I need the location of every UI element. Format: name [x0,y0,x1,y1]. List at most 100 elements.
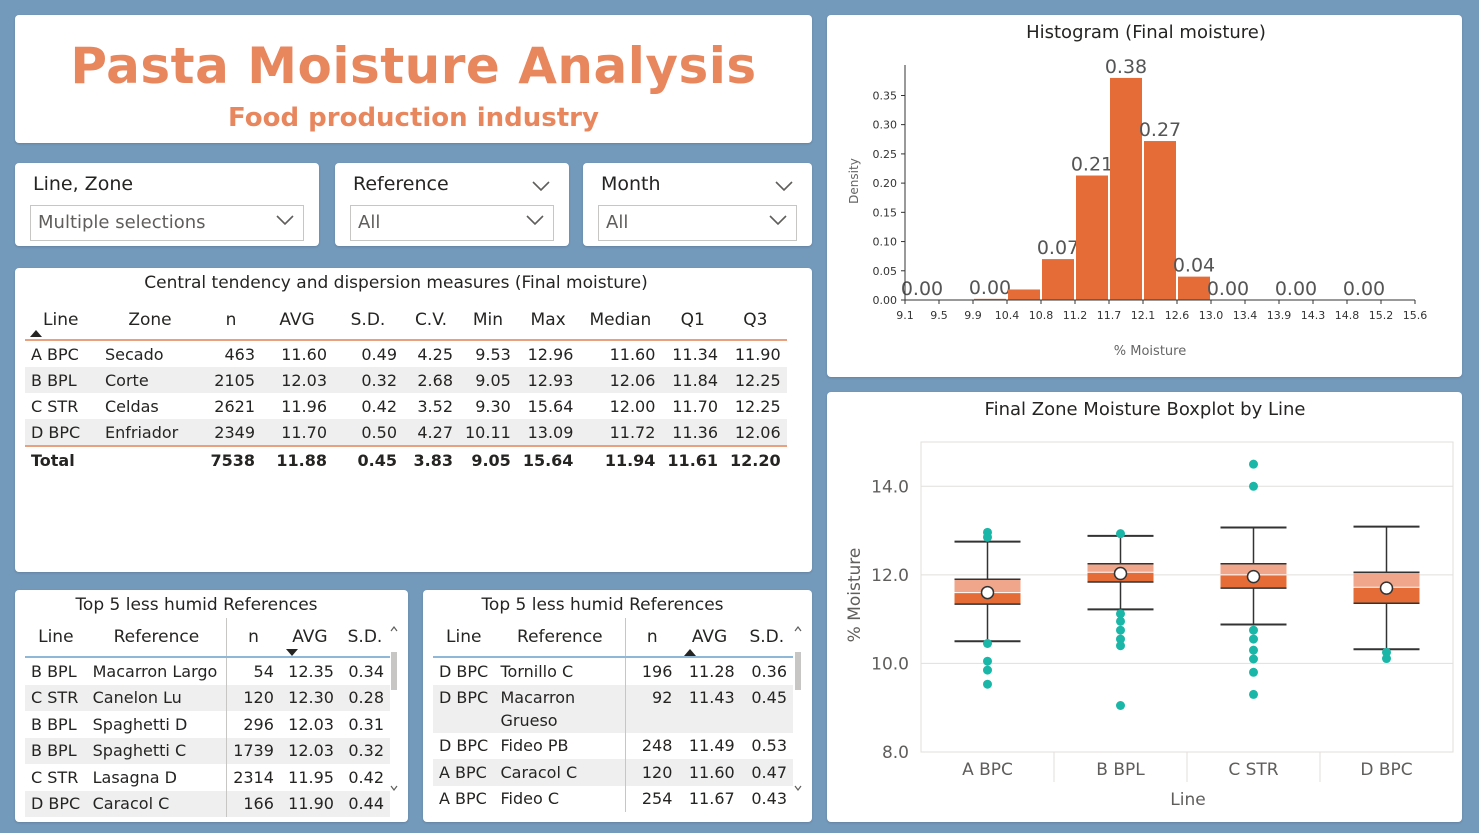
cell-reference: Canelon Lu [86,684,228,711]
cell-avg: 11.95 [288,767,334,787]
table-row[interactable]: D BPC Fideo PB 248 11.49 0.53 [433,732,793,759]
x-tick-label: 15.6 [1403,309,1428,322]
cell-median: 12.06 [579,367,662,393]
chart-title: Histogram (Final moisture) [1026,22,1266,43]
column-header-sd[interactable]: S.D. [749,627,785,647]
x-tick-label: 15.2 [1369,309,1394,322]
cell-n: 248 [641,736,673,756]
y-tick-label: 0.20 [873,177,898,190]
line-zone-dropdown[interactable]: Multiple selections [30,205,304,241]
table-row[interactable]: D BPC Tornillo C 196 11.28 0.36 [433,657,793,685]
column-header-n[interactable]: n [225,310,237,330]
bar-data-label: 0.00 [1343,278,1385,300]
chevron-down-icon[interactable] [531,179,551,193]
cell-min: 9.05 [459,367,517,393]
table-row[interactable]: A BPC Caracol C 120 11.60 0.47 [433,759,793,786]
cell-cv: 2.68 [403,367,459,393]
cell-avg: 12.03 [279,737,340,764]
cell-min: 10.11 [459,419,517,447]
cell-median: 11.60 [609,344,656,364]
slicer-value: Multiple selections [38,212,206,233]
table-row[interactable]: D BPC Caracol C 166 11.90 0.44 [25,790,390,817]
column-header-min[interactable]: Min [472,310,503,330]
column-header-avg[interactable]: AVG [280,618,340,657]
x-tick-label: 12.1 [1131,309,1156,322]
y-tick-label: 0.25 [873,148,898,161]
table-row[interactable]: A BPC Fideo C 254 11.67 0.43 [433,785,793,812]
bar-data-label: 0.00 [969,277,1011,299]
chart-title: Final Zone Moisture Boxplot by Line [985,399,1306,420]
column-header-max[interactable]: Max [530,310,566,330]
cell-q3: 12.25 [724,367,787,393]
chevron-down-icon [526,215,544,226]
cell-avg: 11.96 [281,396,327,416]
cell-median: 11.72 [579,419,662,447]
cell-line: C STR [25,684,87,711]
column-header-line[interactable]: Line [25,301,99,340]
cell-sd: 0.31 [348,714,384,734]
slicer-value: All [358,212,381,233]
outlier-point [1249,634,1258,644]
cell-reference: Lasagna D [86,764,228,791]
mean-marker [1113,566,1128,581]
cell-reference: Macarron Grueso [494,684,627,733]
table-row[interactable]: D BPC Enfriador 2349 11.70 0.50 4.27 10.… [25,419,787,447]
cell-avg: 11.60 [281,344,327,364]
cell-sd: 0.49 [361,344,397,364]
column-header-n[interactable]: n [646,627,658,647]
outlier-point [1249,645,1258,655]
column-header-median[interactable]: Median [589,310,652,330]
column-header-line[interactable]: Line [446,627,482,647]
bar-data-label: 0.04 [1173,255,1215,277]
box-upper-half [1220,563,1287,575]
outlier-point [983,639,992,648]
x-tick-label: 13.9 [1267,309,1292,322]
y-tick-label: 12.0 [871,566,909,586]
vertical-scrollbar[interactable] [793,626,803,806]
table-row[interactable]: A BPC Secado 463 11.60 0.49 4.25 9.53 12… [25,340,787,367]
reference-dropdown[interactable]: All [350,205,554,241]
cell-avg: 11.90 [279,790,340,817]
cell-line: C STR [31,767,79,787]
bar-data-label: 0.21 [1071,154,1113,176]
table-row[interactable]: C STR Lasagna D 2314 11.95 0.42 [25,764,390,791]
chevron-down-icon[interactable] [774,179,794,193]
table-row[interactable]: B BPL Corte 2105 12.03 0.32 2.68 9.05 12… [25,367,787,393]
column-header-avg[interactable]: AVG [678,618,740,657]
column-header-q1[interactable]: Q1 [680,310,705,330]
column-header-sd[interactable]: S.D. [347,627,383,647]
column-header-q3[interactable]: Q3 [743,310,768,330]
vertical-scrollbar[interactable] [389,626,399,806]
cell-line: B BPL [31,661,77,681]
table-row[interactable]: C STR Canelon Lu 120 12.30 0.28 [25,684,390,711]
column-header-reference[interactable]: Reference [86,618,228,657]
column-header-avg[interactable]: AVG [279,310,315,330]
column-header-zone[interactable]: Zone [128,310,172,330]
table-row[interactable]: B BPL Spaghetti D 296 12.03 0.31 [25,711,390,738]
cell-sd: 0.53 [751,736,787,756]
cell-line: D BPC [439,661,489,681]
slicer-label: Line, Zone [33,173,134,195]
outlier-point [1116,625,1125,635]
cell-sd: 0.42 [348,767,384,787]
table-row[interactable]: C STR Celdas 2621 11.96 0.42 3.52 9.30 1… [25,393,787,419]
table-row[interactable]: D BPC Macarron Grueso 92 11.43 0.45 [433,684,793,733]
table-row[interactable]: B BPL Macarron Largo 54 12.35 0.34 [25,657,390,685]
column-header-n[interactable]: n [248,627,259,647]
cell-q3: 12.06 [724,419,787,447]
column-header-reference[interactable]: Reference [494,618,627,657]
cell-reference: Macarron Largo [86,657,228,685]
cell-min: 9.53 [475,344,511,364]
bar-data-label: 0.00 [1275,278,1317,300]
month-dropdown[interactable]: All [598,205,797,241]
column-header-sd[interactable]: S.D. [350,310,386,330]
table-row[interactable]: B BPL Spaghetti C 1739 12.03 0.32 [25,737,390,764]
column-header-cv[interactable]: C.V. [414,310,448,330]
cell-max: 12.96 [527,344,574,364]
cell-reference: Tornillo C [494,657,627,685]
cell-sd: 0.43 [751,789,787,809]
cell-sd: 0.28 [339,684,390,711]
cell-sd: 0.50 [333,419,403,447]
column-header-line[interactable]: Line [38,627,74,647]
cell-sd: 0.47 [740,759,793,786]
